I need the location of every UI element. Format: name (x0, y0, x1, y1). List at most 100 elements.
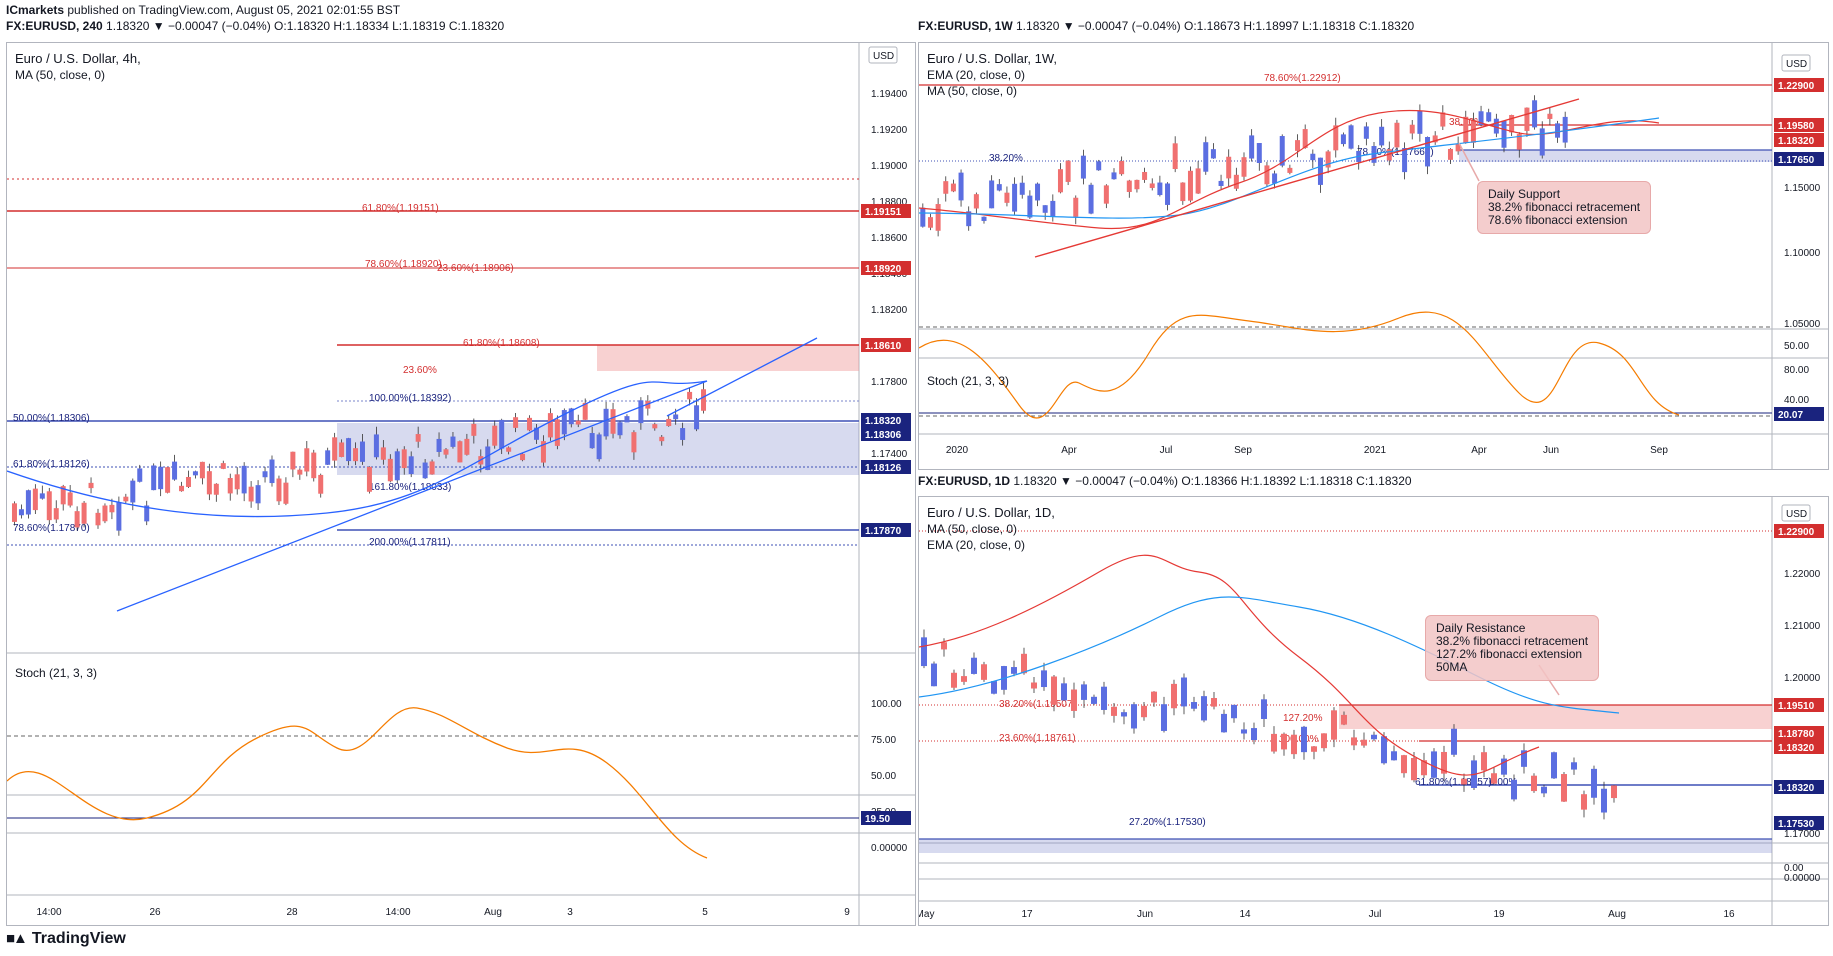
candle-body (1279, 136, 1285, 166)
candle-body (506, 447, 512, 452)
fib-label: 61.80%(1.18608) (463, 338, 540, 349)
ma-line (919, 117, 1660, 219)
ohlc-1d: 1.18320 ▼ −0.00047 (−0.04%) O:1.18366 H:… (1010, 474, 1412, 488)
price-tag (1774, 698, 1824, 712)
candle-body (359, 441, 365, 462)
chart-1d-canvas[interactable]: 1.220001.210001.200001.180001.170000.000… (919, 497, 1828, 925)
candle-body (1271, 733, 1277, 752)
candle-body (1341, 714, 1347, 725)
stoch-tick: 75.00 (871, 735, 896, 746)
currency-label: USD (1786, 509, 1807, 520)
stoch-line (7, 707, 708, 859)
candle-body (88, 482, 94, 489)
candle-body (1371, 146, 1377, 163)
candle-body (366, 466, 372, 492)
chart-4h-indicator-ma[interactable]: MA (50, close, 0) (15, 68, 106, 82)
y-tick: 1.17400 (871, 449, 908, 460)
candle-body (1541, 786, 1547, 794)
candle-body (568, 408, 574, 425)
candle-body (680, 428, 686, 440)
candle-body (950, 183, 956, 192)
fib-label: 50.00%(1.18306) (13, 413, 90, 424)
candle-body (213, 483, 219, 495)
publisher-name[interactable]: ICmarkets (6, 3, 65, 17)
candle-body (1521, 750, 1527, 767)
candle-body (989, 180, 995, 209)
chart-1d-indicator-ma[interactable]: MA (50, close, 0) (927, 522, 1018, 536)
x-tick: 2021 (1364, 445, 1387, 456)
resistance-zone (1339, 705, 1772, 729)
price-tag-label: 1.18126 (865, 463, 902, 474)
candle-body (1411, 757, 1417, 781)
candle-body (102, 505, 108, 522)
candle-body (1171, 683, 1177, 709)
candle-body (951, 672, 957, 688)
publish-info: ICmarkets published on TradingView.com, … (6, 3, 400, 17)
price-tag-label: 1.22900 (1778, 81, 1815, 92)
chart-1w-canvas[interactable]: 1.15000 1.10000 1.05000 50.00 USD 1.22900 1.19… (919, 43, 1828, 469)
candle-body (1501, 120, 1507, 148)
candle-body (1027, 195, 1033, 218)
price-tag (861, 427, 911, 441)
chart-4h-panel[interactable]: 1.194001.192001.190001.188001.186001.184… (6, 42, 916, 926)
y-tick: 1.18600 (871, 233, 908, 244)
currency-label: USD (1786, 59, 1807, 70)
candle-body (123, 496, 129, 502)
stoch-1w-legend[interactable]: Stoch (21, 3, 3) (927, 374, 1010, 388)
candle-body (1119, 161, 1125, 175)
price-tag (861, 523, 911, 537)
stoch-tick: 80.00 (1784, 365, 1809, 376)
candle-body (199, 461, 205, 479)
candle-body (1571, 762, 1577, 770)
candle-body (1291, 734, 1297, 755)
candle-body (610, 409, 616, 434)
x-tick: Aug (484, 907, 502, 918)
candle-body (589, 433, 595, 449)
candle-body (1310, 153, 1316, 161)
chart-1d-panel[interactable]: 1.220001.210001.200001.180001.170000.000… (918, 496, 1829, 926)
candle-body (1551, 752, 1557, 779)
chart-1w-indicator-ema[interactable]: EMA (20, close, 0) (927, 68, 1026, 82)
chart-1w-indicator-ma[interactable]: MA (50, close, 0) (927, 84, 1018, 98)
candle-body (1547, 113, 1553, 119)
candle-body (339, 442, 345, 457)
tradingview-logo[interactable]: ■▲ TradingView (6, 930, 126, 948)
price-tag (1774, 133, 1824, 147)
candle-body (1447, 148, 1453, 160)
chart-1d-indicator-ema[interactable]: EMA (20, close, 0) (927, 538, 1026, 552)
x-tick: 26 (149, 907, 161, 918)
candle-body (1111, 706, 1117, 716)
candle-body (1012, 183, 1018, 212)
candle-body (1241, 729, 1247, 734)
candle-body (1524, 107, 1530, 131)
candle-body (1187, 170, 1193, 201)
candle-body (561, 410, 567, 435)
candle-body (1233, 174, 1239, 189)
candle-body (81, 502, 87, 524)
candle-body (1226, 156, 1232, 179)
price-tag (1774, 78, 1824, 92)
candle-body (1231, 704, 1237, 719)
price-tag-label: 1.17870 (865, 526, 902, 537)
candle-body (1361, 739, 1367, 746)
x-tick: Apr (1061, 445, 1077, 456)
candle-body (540, 441, 546, 463)
currency-label: USD (873, 51, 894, 62)
x-tick: 28 (286, 907, 298, 918)
candle-body (1491, 773, 1497, 784)
candle-body (1041, 670, 1047, 688)
candle-body (961, 676, 967, 682)
candle-body (1201, 696, 1207, 721)
candle-body (1121, 712, 1127, 717)
candle-body (137, 468, 143, 482)
chart-4h-canvas[interactable]: 1.194001.192001.190001.188001.186001.184… (7, 43, 915, 925)
candle-body (1088, 184, 1094, 214)
candle-body (1516, 134, 1522, 150)
y-tick: 1.15000 (1784, 183, 1821, 194)
stoch-4h-legend[interactable]: Stoch (21, 3, 3) (15, 666, 98, 680)
candle-body (1555, 123, 1561, 138)
chart-1w-panel[interactable]: 1.15000 1.10000 1.05000 50.00 USD 1.22900 1.19… (918, 42, 1829, 470)
candle-body (1302, 129, 1308, 148)
fib-label: 61.80%(1.18126) (13, 459, 90, 470)
candle-body (1331, 710, 1337, 740)
